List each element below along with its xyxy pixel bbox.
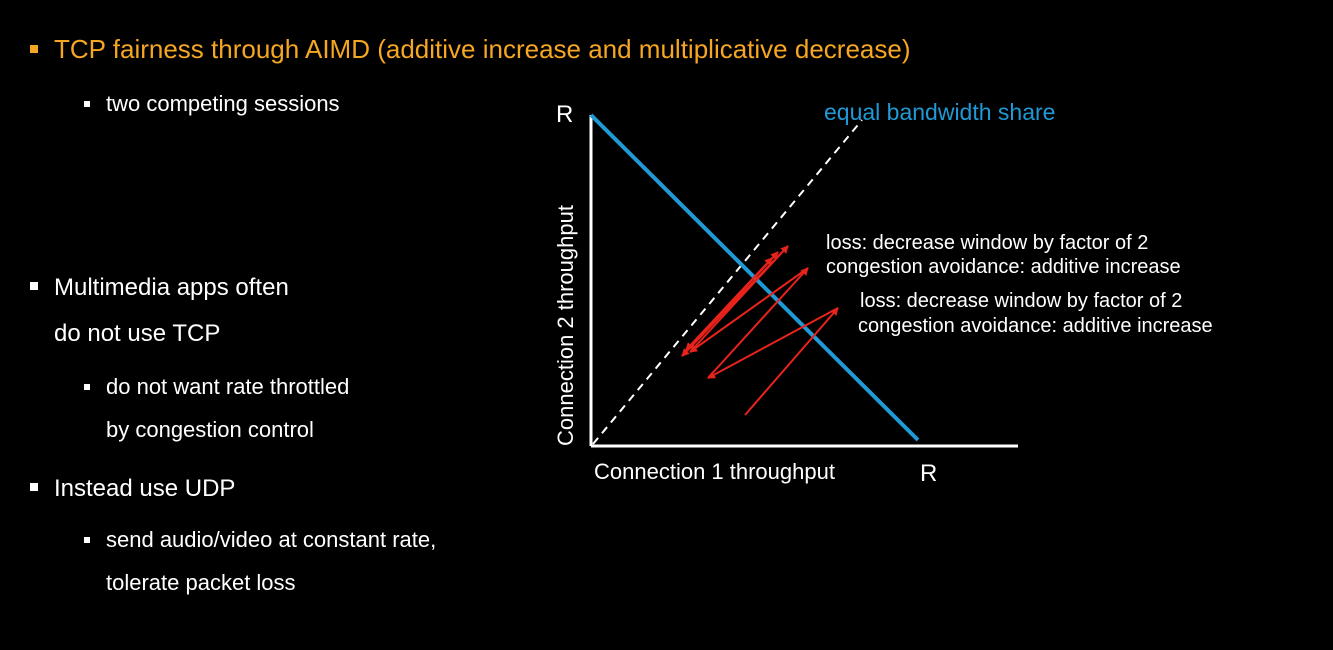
bullet-udp-text: Instead use UDP: [54, 475, 236, 502]
annotation2-line1: loss: decrease window by factor of 2: [860, 290, 1182, 312]
bullet-sessions-text: two competing sessions: [106, 91, 340, 116]
bullet-icon: [84, 384, 90, 390]
bullet-throttle-line2: by congestion control: [106, 417, 314, 442]
slide-title: TCP fairness through AIMD (additive incr…: [30, 34, 910, 65]
annotation2-line2: congestion avoidance: additive increase: [858, 315, 1213, 337]
y-axis-label: Connection 2 throughput: [553, 205, 578, 446]
bullet-send-line2: tolerate packet loss: [106, 570, 296, 595]
y-max-label: R: [556, 101, 573, 128]
bullet-multimedia-line2: do not use TCP: [54, 320, 221, 347]
slide-title-text: TCP fairness through AIMD (additive incr…: [54, 34, 911, 64]
annotation1-line1: loss: decrease window by factor of 2: [826, 232, 1148, 254]
bullet-udp: Instead use UDP: [30, 466, 235, 512]
trajectory-arrow: [685, 257, 773, 351]
bullet-multimedia-line1: Multimedia apps often: [54, 274, 289, 301]
bullet-throttle: do not want rate throttled by congestion…: [84, 365, 349, 451]
aimd-trajectory: [681, 245, 839, 416]
bullet-icon: [30, 282, 38, 290]
bullet-send-line1: send audio/video at constant rate,: [106, 527, 437, 552]
bullet-send: send audio/video at constant rate, toler…: [84, 518, 436, 604]
bullet-icon: [30, 483, 38, 491]
bullet-icon: [30, 45, 38, 53]
annotation1-line2: congestion avoidance: additive increase: [826, 256, 1181, 278]
bullet-icon: [84, 101, 90, 107]
x-axis-label: Connection 1 throughput: [594, 459, 835, 484]
trajectory-arrow: [689, 267, 809, 353]
bullet-throttle-line1: do not want rate throttled: [106, 374, 350, 399]
equal-share-line: [592, 119, 863, 445]
trajectory-arrow: [707, 267, 809, 379]
trajectory-arrow: [707, 307, 839, 379]
x-max-label: R: [920, 460, 937, 487]
bullet-multimedia: Multimedia apps often do not use TCP: [30, 265, 289, 357]
trajectory-arrow: [744, 307, 839, 416]
equal-share-label: equal bandwidth share: [824, 99, 1055, 125]
bullet-icon: [84, 537, 90, 543]
bullet-sessions: two competing sessions: [84, 82, 340, 125]
